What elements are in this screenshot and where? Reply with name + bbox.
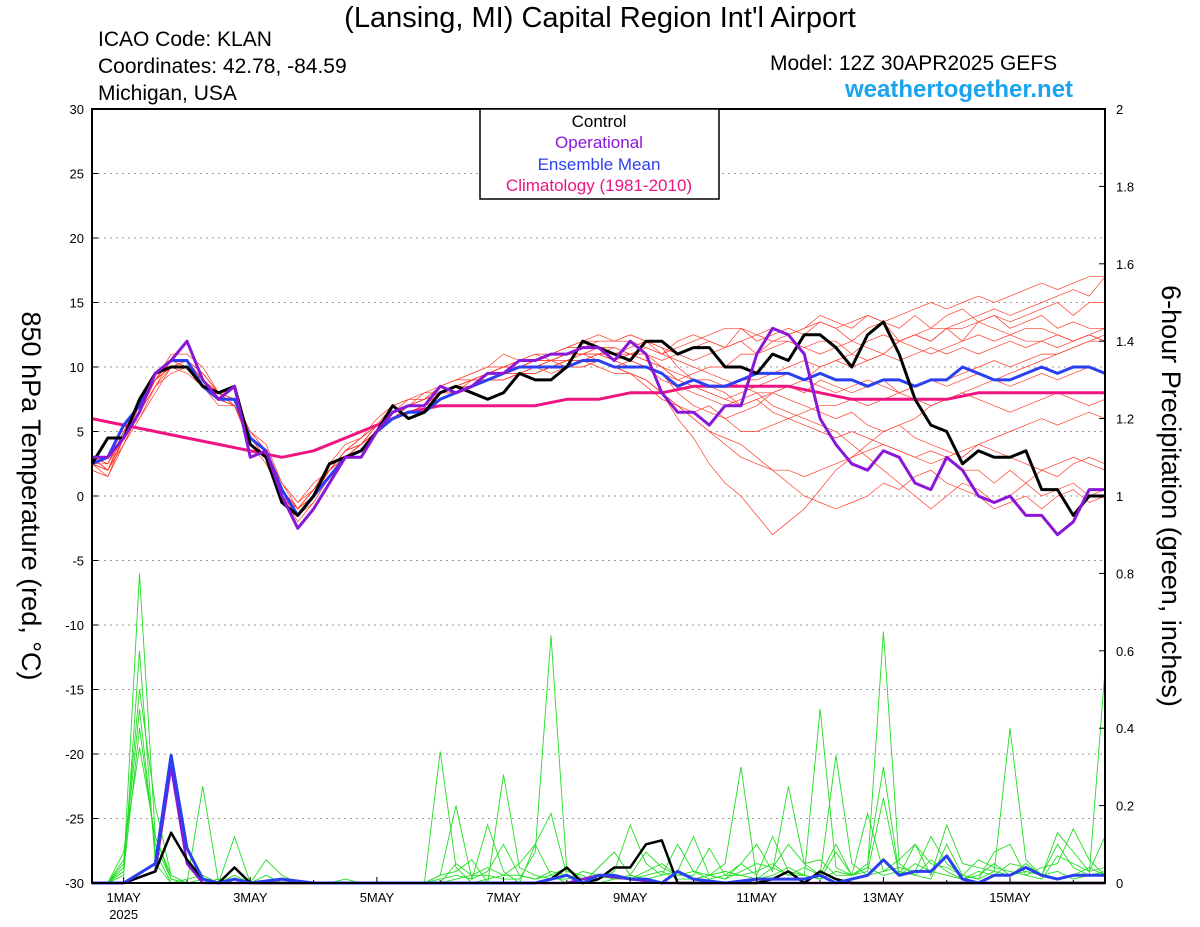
right-axis-label: 6-hour Precipitation (green, inches) [1156, 285, 1186, 707]
temp-member-line [91, 276, 1106, 510]
left-tick-label: 15 [70, 296, 84, 311]
left-tick-label: -20 [65, 747, 84, 762]
right-tick-label: 0.8 [1116, 566, 1134, 581]
x-tick-label: 1MAY [106, 890, 141, 905]
left-tick-label: -15 [65, 683, 84, 698]
right-tick-label: 1 [1116, 489, 1123, 504]
region: Michigan, USA [98, 82, 237, 105]
left-tick-label: 0 [77, 489, 84, 504]
right-tick-label: 0.2 [1116, 799, 1134, 814]
main-series [90, 320, 1106, 885]
x-tick-sublabel: 2025 [109, 907, 138, 922]
left-axis-label: 850 hPa Temperature (red, °C) [16, 312, 46, 681]
right-tick-label: 0.6 [1116, 644, 1134, 659]
left-tick-label: -30 [65, 876, 84, 891]
right-tick-label: 0 [1116, 876, 1123, 891]
chart-title: (Lansing, MI) Capital Region Int'l Airpo… [344, 2, 856, 34]
right-tick-label: 0.4 [1116, 721, 1134, 736]
legend-operational: Operational [555, 133, 643, 152]
icao-code: ICAO Code: KLAN [98, 28, 272, 51]
left-tick-label: -25 [65, 812, 84, 827]
temp-operational-line [92, 326, 1105, 537]
x-tick-label: 13MAY [863, 890, 905, 905]
x-tick-label: 5MAY [360, 890, 395, 905]
legend-climatology: Climatology (1981-2010) [506, 176, 692, 195]
temp-control-line [90, 320, 1105, 517]
x-tick-label: 7MAY [486, 890, 521, 905]
grid-lines [92, 173, 1105, 819]
x-tick-label: 9MAY [613, 890, 648, 905]
model-run: Model: 12Z 30APR2025 GEFS [770, 52, 1058, 75]
left-tick-label: 25 [70, 167, 84, 182]
right-tick-label: 1.8 [1116, 179, 1134, 194]
left-tick-label: -5 [72, 554, 84, 569]
left-axis-ticks: 30 25 20 15 10 5 0 -5 -10 -15 -20 -25 -30 [65, 102, 98, 891]
precip-member-line [92, 728, 1106, 884]
legend-box [479, 108, 720, 200]
x-axis-ticks: 1MAY 2025 3MAY 5MAY 7MAY 9MAY 11MAY 13MAY 15MAY [106, 877, 1074, 922]
precip-member-line [92, 650, 1106, 884]
precip-member-line [92, 631, 1106, 884]
coordinates: Coordinates: 42.78, -84.59 [98, 55, 347, 78]
website-link[interactable]: weathertogether.net [845, 76, 1074, 103]
temp-member-line [91, 302, 1105, 504]
temp-member-line [92, 308, 1105, 517]
temp-member-line [91, 353, 1106, 510]
left-tick-label: -10 [65, 618, 84, 633]
left-tick-label: 20 [70, 231, 84, 246]
temp-mean-line [91, 359, 1106, 517]
legend-ensemble-mean: Ensemble Mean [538, 155, 661, 174]
legend-control: Control [572, 112, 627, 131]
right-tick-label: 2 [1116, 102, 1123, 117]
x-tick-label: 11MAY [736, 890, 777, 905]
x-tick-label: 15MAY [989, 890, 1031, 905]
left-tick-label: 10 [70, 360, 84, 375]
right-tick-label: 1.4 [1116, 334, 1134, 349]
right-axis-ticks: 2 1.8 1.6 1.4 1.2 1 0.8 0.6 0.4 0.2 0 [1099, 102, 1134, 891]
left-tick-label: 30 [70, 102, 84, 117]
right-tick-label: 1.6 [1116, 257, 1134, 272]
x-tick-label: 3MAY [233, 890, 268, 905]
precip-member-line [92, 573, 1106, 884]
right-tick-label: 1.2 [1116, 412, 1134, 427]
left-tick-label: 5 [77, 425, 84, 440]
precip-members [92, 573, 1106, 885]
legend: Control Operational Ensemble Mean Climat… [479, 108, 720, 200]
